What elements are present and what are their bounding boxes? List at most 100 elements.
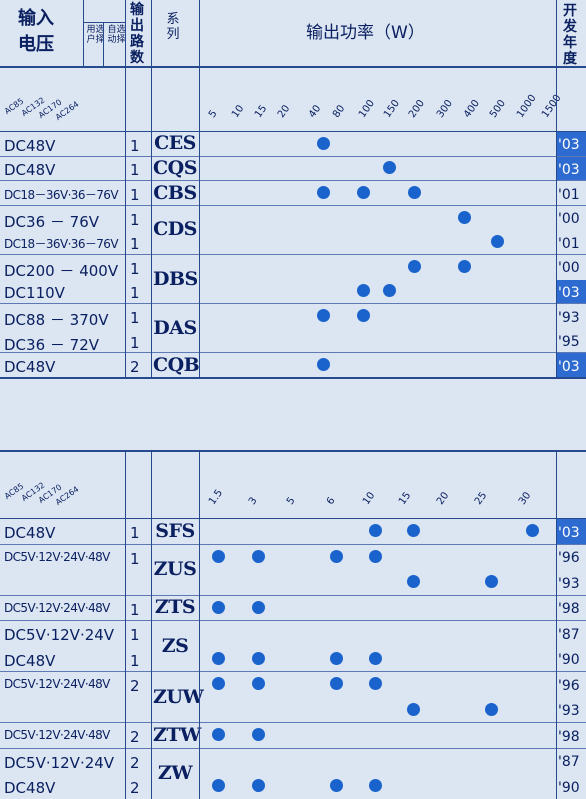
dev-year-cell: '87 [558,626,580,643]
power-tick-label: 1000 [514,92,539,120]
column-separator [556,131,557,377]
column-separator [199,518,200,799]
row-separator [0,620,586,621]
header-series-label: 系列 [166,12,180,42]
output-channel-cell: 1 [130,186,140,204]
output-channel-cell: 1 [130,651,140,670]
year-highlight [556,353,586,377]
dev-year-cell: '03 [558,284,580,301]
year-highlight [556,156,586,181]
outCh-char: 出 [130,18,144,34]
userSel-char: 选 [95,25,105,35]
dev-year-cell: '03 [558,161,580,178]
input-voltage-cell: DC5V·12V·24V [4,753,115,772]
power-dot [369,779,382,793]
power-tick-label: 6 [324,495,338,507]
power-dot [369,524,382,538]
power-tick-label: 400 [461,98,482,120]
power-dot [212,728,225,742]
dev-year-cell: '87 [558,754,580,771]
yearHdr-char: 度 [563,51,577,67]
input-voltage-cell: DC36 － 76V [4,212,99,231]
output-channel-cell: 2 [130,779,140,798]
output-channel-cell: 1 [130,161,140,180]
power-dot [330,651,343,665]
input-voltage-cell: DC36 － 72V [4,335,99,354]
column-separator [556,452,557,518]
power-dot [212,600,225,614]
input-voltage-cell: DC5V·12V·24V·48V [4,677,110,692]
outCh-char: 路 [130,34,144,50]
power-dot [408,186,421,199]
power-tick-label: 10 [360,490,378,507]
autoSel-char: 选 [116,25,126,35]
output-channel-cell: 2 [130,753,140,772]
series-cell: CQB [153,353,200,376]
power-dot [357,284,370,298]
power-tick-label: 200 [406,98,427,120]
output-channel-cell: 1 [130,626,140,645]
power-dot [458,210,471,224]
row-separator [0,180,586,182]
autoSel-char: 择 [116,35,126,45]
power-tick-label: 15 [252,103,270,120]
dev-year-cell: '93 [558,703,580,720]
series-cell: ZTS [154,596,196,619]
series-cell: ZUS [153,558,197,580]
row-separator [0,204,586,206]
dev-year-cell: '98 [558,728,580,745]
power-tick-label: 5 [206,108,220,120]
dev-year-cell: '00 [558,260,580,277]
dev-year-cell: '93 [558,309,580,326]
column-separator [125,518,126,799]
power-dot [369,549,382,563]
series-cell: CES [154,132,196,155]
output-channel-cell: 1 [130,235,140,254]
dev-year-cell: '90 [558,779,580,796]
input-voltage-cell: DC18－36V·36－76V [4,188,119,202]
input-voltage-cell: DC48V [4,524,56,543]
year-highlight [556,519,586,544]
input-voltage-cell: DC110V [4,284,65,303]
input-voltage-cell: DC5V·12V·24V·48V [4,549,110,564]
dev-year-cell: '01 [558,235,580,252]
dev-year-cell: '95 [558,334,580,351]
column-separator [556,67,557,131]
dev-year-cell: '90 [558,652,580,669]
power-dot [330,677,343,691]
power-tick-label: 15 [396,490,414,507]
power-dot [252,600,265,614]
power-dot [212,549,225,563]
column-separator [151,452,152,518]
power-dot [330,549,343,563]
row-separator [0,155,586,157]
dev-year-cell: '98 [558,601,580,618]
table-header [0,0,586,66]
dev-year-cell: '03 [558,137,580,154]
power-tick-label: 5 [284,495,298,507]
autoSel-char: 动 [107,35,117,45]
power-dot [491,235,504,249]
power-tick-label: 20 [434,490,452,507]
output-channel-cell: 1 [130,210,140,229]
power-tick-label: 500 [487,98,508,120]
power-tick-label: 80 [330,103,348,120]
power-dot [252,651,265,665]
power-tick-label: 30 [516,490,534,507]
power-dot [252,779,265,793]
autoSel-char: 自 [107,25,117,35]
power-dot [357,309,370,322]
power-dot [383,161,396,175]
power-tick-label: 150 [381,98,402,120]
dev-year-cell: '03 [558,358,580,375]
header-input-voltage-1: 输入 [18,8,54,29]
outCh-char: 输 [130,2,144,18]
power-dot [369,677,382,691]
power-tick-label: 3 [246,495,260,507]
power-tick-label: 1.5 [206,487,226,507]
input-voltage-cell: DC48V [4,161,56,180]
power-dot [252,728,265,742]
power-tick-label: 100 [356,98,377,120]
power-dot [317,309,330,322]
input-voltage-cell: DC5V·12V·24V·48V [4,728,110,743]
